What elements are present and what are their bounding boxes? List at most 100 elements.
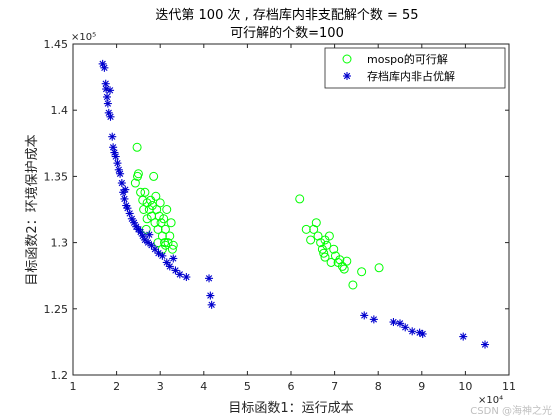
nondominated-solution-point: [113, 159, 122, 168]
feasible-solution-point: [160, 240, 170, 250]
feasible-solution-point: [140, 187, 150, 197]
feasible-solution-point: [319, 248, 329, 258]
feasible-solution-point: [339, 264, 349, 274]
nondominated-solution-point: [206, 291, 215, 300]
feasible-solution-point: [133, 169, 143, 179]
chart-title-line-1: 迭代第 100 次 , 存档库内非支配解个数 = 55: [155, 7, 418, 23]
nondominated-solution-point: [100, 63, 109, 72]
nondominated-solution-point: [408, 327, 417, 336]
nondominated-solution-point: [418, 329, 427, 338]
feasible-solution-point: [149, 171, 159, 181]
feasible-solution-point: [160, 224, 170, 234]
feasible-solution-point: [139, 205, 149, 214]
feasible-solution-point: [357, 267, 367, 277]
x-axis-label: 目标函数1：运行成本: [228, 401, 353, 416]
x-tick-label: 7: [331, 380, 338, 393]
nondominated-solution-point: [120, 194, 129, 203]
x-tick-label: 1: [70, 380, 77, 393]
feasible-solution-point: [335, 255, 345, 265]
legend-box: [324, 47, 506, 89]
x-tick-label: 11: [502, 380, 516, 393]
nondominated-solution-point: [117, 179, 126, 188]
feasible-solution-point: [162, 205, 172, 214]
x-axis: 1 2 3 4 5 6 7 8 9 10 11: [70, 44, 516, 393]
chart-title-line-2: 可行解的个数=100: [230, 25, 344, 41]
feasible-solution-point: [311, 218, 321, 228]
legend-label: 存档库内非占优解: [367, 69, 455, 83]
feasible-solution-point: [326, 257, 336, 267]
feasible-solution-point: [132, 142, 142, 152]
y-tick-label: 1.2: [51, 369, 69, 382]
nondominated-solution-point: [401, 323, 410, 332]
feasible-solution-point: [151, 191, 161, 201]
y-tick-label: 1.25: [44, 303, 69, 316]
nondominated-solution-point: [459, 332, 468, 341]
feasible-solution-point: [295, 194, 305, 204]
nondominated-solution-point: [207, 300, 216, 309]
feasible-solution-point: [337, 261, 347, 271]
x-tick-label: 5: [244, 380, 251, 393]
feasible-solution-point: [342, 256, 352, 266]
nondominated-solution-point: [396, 319, 404, 328]
nondominated-solution-point: [182, 273, 191, 282]
x-tick-label: 3: [157, 380, 164, 393]
legend-label: mospo的可行解: [367, 52, 448, 66]
nondominated-solution-point: [116, 169, 125, 178]
feasible-solution-point: [306, 235, 316, 245]
feasible-solution-point: [165, 231, 175, 241]
data-points: [98, 59, 490, 349]
nondominated-solution-point: [103, 99, 112, 108]
feasible-solution-point: [374, 263, 384, 273]
nondominated-solution-point: [111, 152, 120, 161]
nondominated-solution-point: [108, 132, 117, 141]
legend-asterisk-marker: [343, 72, 351, 80]
legend-circle-marker: [342, 54, 352, 64]
nondominated-solution-point: [360, 311, 369, 320]
feasible-solution-point: [155, 198, 165, 208]
feasible-solution-point: [301, 224, 311, 234]
nondominated-solution-point: [369, 315, 378, 324]
nondominated-solution-point: [121, 185, 130, 194]
x-tick-label: 9: [418, 380, 425, 393]
y-axis-label: 目标函数2：环境保护成本: [25, 134, 40, 285]
nondominated-solution-point: [103, 92, 112, 101]
plot-area: [72, 43, 510, 376]
feasible-solution-point: [316, 238, 326, 248]
nondominated-solution-point: [205, 274, 214, 283]
feasible-solution-point: [329, 244, 339, 254]
feasible-solution-point: [309, 224, 319, 234]
nondominated-solution-point: [162, 258, 171, 267]
x-tick-label: 2: [113, 380, 120, 393]
nondominated-solution-point: [169, 254, 178, 263]
feasible-solution-point: [154, 211, 164, 221]
feasible-solution-point: [348, 280, 358, 290]
y-tick-label: 1.4: [51, 104, 69, 117]
nondominated-solution-point: [145, 230, 154, 239]
nondominated-solution-point: [481, 340, 490, 349]
x-exponent-label: ×10⁴: [478, 395, 503, 406]
feasible-solution-point: [136, 187, 146, 197]
y-tick-label: 1.45: [44, 38, 69, 51]
y-axis: 1.2 1.25 1.3 1.35 1.4 1.45: [44, 38, 509, 382]
x-tick-label: 8: [375, 380, 382, 393]
nondominated-solution-point: [109, 143, 118, 152]
feasible-solution-point: [159, 214, 169, 224]
nondominated-solution-point: [165, 262, 174, 271]
nondominated-solution-point: [389, 318, 398, 327]
y-exponent-label: ×10⁵: [71, 32, 96, 43]
feasible-solution-point: [142, 214, 152, 224]
x-tick-label: 10: [458, 380, 472, 393]
feasible-solution-point: [324, 231, 334, 241]
nondominated-solution-point: [106, 112, 115, 121]
x-tick-label: 6: [288, 380, 295, 393]
feasible-solution-point: [167, 244, 177, 254]
feasible-solution-point: [166, 218, 176, 228]
nondominated-solution-point: [158, 251, 167, 260]
y-tick-label: 1.3: [51, 237, 69, 250]
feasible-solution-point: [163, 238, 173, 248]
feasible-solution-point: [147, 201, 157, 211]
y-tick-label: 1.35: [44, 170, 69, 183]
